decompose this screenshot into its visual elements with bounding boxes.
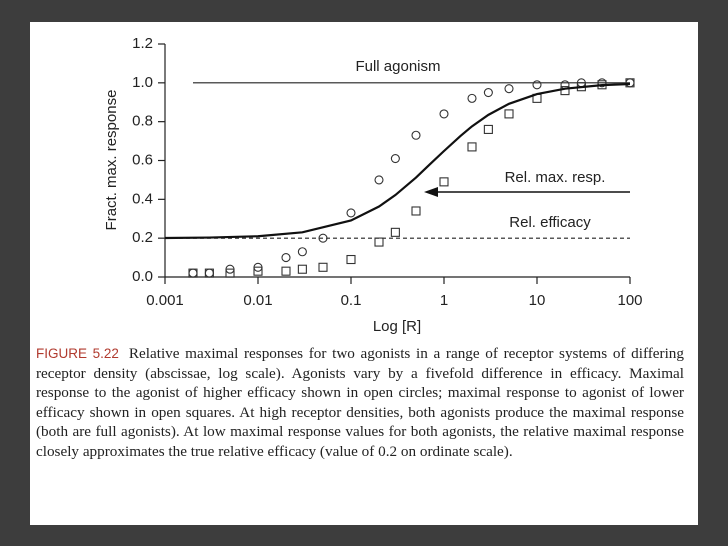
square-point [225,268,235,278]
x-tick-label: 0.01 [243,292,272,309]
square-point [560,86,570,96]
circle-point [532,80,542,90]
circle-point [188,268,198,278]
square-point [504,109,514,119]
square-point [390,227,400,237]
square-point [188,268,198,278]
square-point [318,262,328,272]
square-point [483,124,493,134]
caption-text: Relative maximal responses for two agoni… [36,345,684,460]
circle-point [467,93,477,103]
square-point [411,206,421,216]
fit-curve [164,82,631,240]
annotation: Rel. max. resp. [505,169,606,186]
x-tick-label: 100 [617,292,642,309]
y-tick-label: 0.4 [132,190,153,207]
square-point [467,142,477,152]
x-tick-label: 10 [529,292,546,309]
y-tick-label: 0.2 [132,229,153,246]
square-point [281,266,291,276]
annotation: Full agonism [355,58,440,75]
circle-point [504,84,514,94]
arrow-head [424,187,438,197]
square-point [253,266,263,276]
y-tick-label: 0.6 [132,151,153,168]
caption: FIGURE 5.22 Relative maximal responses fo… [36,344,684,462]
y-axis-label: Fract. max. response [103,90,120,231]
square-point [374,237,384,247]
circle-point [390,154,400,164]
chart: Full agonism Rel. max. resp. Rel. effica… [103,35,643,335]
circle-point [346,208,356,218]
caption-label: FIGURE 5.22 [36,346,119,361]
circle-point [374,175,384,185]
slide-panel [30,22,698,525]
square-point [204,268,214,278]
y-tick-label: 0.0 [132,268,153,285]
circle-point [318,233,328,243]
circle-point [411,130,421,140]
circle-point [281,253,291,263]
square-point [297,264,307,274]
square-point [346,254,356,265]
square-point [625,78,635,88]
x-tick-label: 0.1 [341,292,362,309]
circle-point [204,268,214,278]
square-point [439,177,449,187]
y-tick-label: 1.2 [132,35,153,52]
circle-point [483,87,493,98]
x-tick-label: 1 [440,292,448,309]
circle-point [297,247,307,257]
y-tick-label: 0.8 [132,113,153,130]
y-tick-label: 1.0 [132,74,153,91]
x-tick-label: 0.001 [146,292,184,309]
circle-point [439,109,449,119]
x-axis-label: Log [R] [373,318,421,335]
annotation: Rel. efficacy [509,214,591,231]
